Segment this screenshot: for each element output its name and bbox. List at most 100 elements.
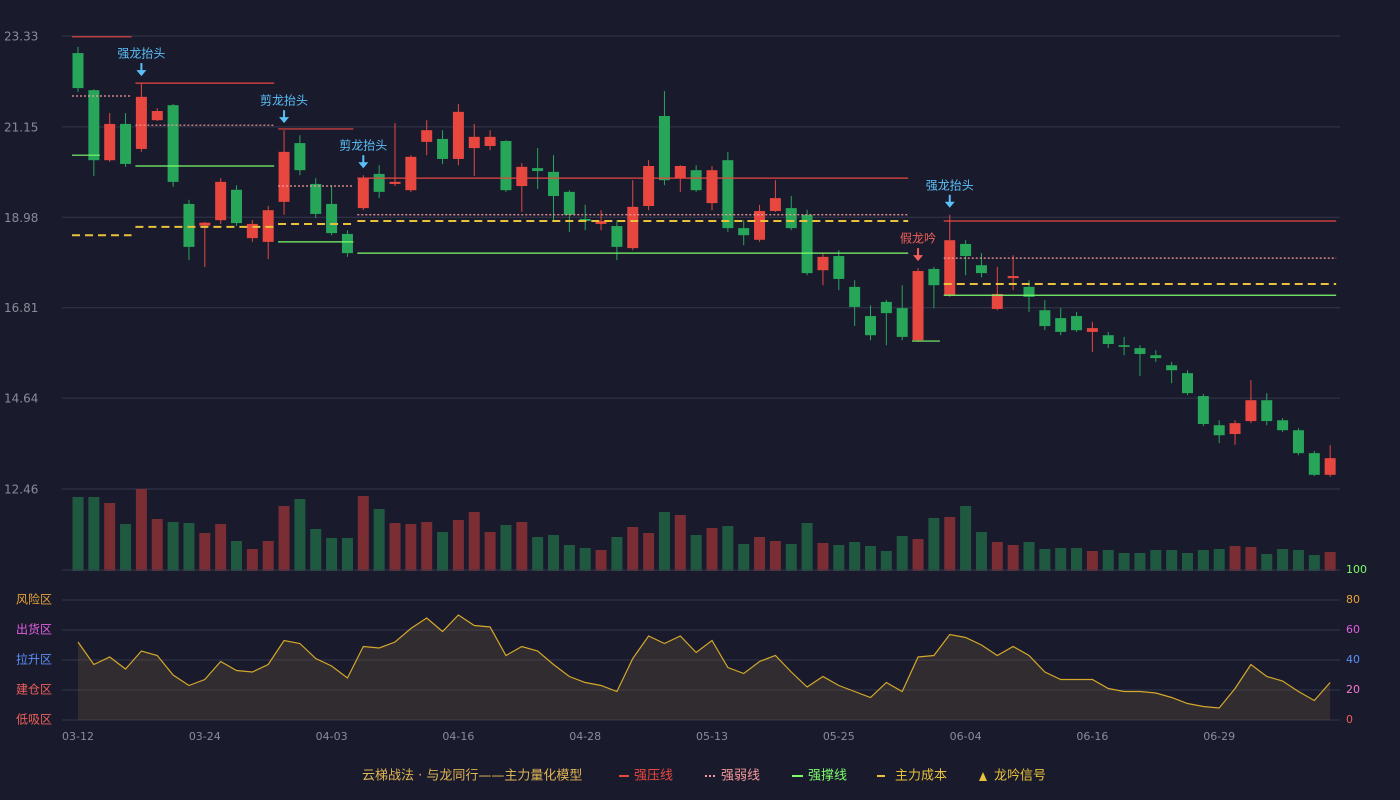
candle-body <box>437 138 449 159</box>
candle-body <box>278 151 290 202</box>
volume-bar <box>1086 551 1098 571</box>
candle-body <box>532 168 544 172</box>
legend-label: 强压线 <box>634 769 673 784</box>
volume-bar <box>1229 546 1241 571</box>
y2-tick-label: 0 <box>1346 713 1353 726</box>
y-tick-label: 14.64 <box>4 392 38 406</box>
y-tick-label: 16.81 <box>4 301 38 315</box>
volume-bar <box>674 515 686 571</box>
candle-body <box>548 171 559 197</box>
volume-bar <box>643 533 655 571</box>
signal-arrow <box>358 162 369 169</box>
volume-bar <box>1182 553 1193 571</box>
volume-bar <box>944 517 956 571</box>
candle-body <box>658 116 670 181</box>
y2-tick-label: 80 <box>1346 593 1360 606</box>
candle-body <box>611 226 623 247</box>
x-tick-label: 05-25 <box>823 730 855 743</box>
candle-body <box>167 105 179 182</box>
volume-bar <box>1166 550 1178 571</box>
candle-body <box>310 183 322 214</box>
volume-bar <box>104 503 116 571</box>
y2-tick-label: 60 <box>1346 623 1360 636</box>
candle-body <box>563 191 575 215</box>
legend-label: 主力成本 <box>895 769 947 784</box>
x-tick-label: 06-04 <box>950 730 982 743</box>
volume-bar <box>199 533 211 571</box>
zone-label: 风险区 <box>16 592 52 607</box>
candle-body <box>88 90 100 161</box>
volume-bar <box>896 536 908 571</box>
candle-body <box>120 123 132 164</box>
volume-bar <box>373 509 385 571</box>
volume-bar <box>1308 555 1320 571</box>
candle-body <box>722 160 734 229</box>
volume-bar <box>484 532 496 571</box>
volume-bar <box>1261 554 1273 571</box>
y-tick-label: 23.33 <box>4 30 38 44</box>
volume-bar <box>785 544 797 571</box>
x-tick-label: 03-12 <box>62 730 94 743</box>
volume-bar <box>215 524 227 571</box>
volume-bar <box>231 541 242 571</box>
x-tick-label: 05-13 <box>696 730 728 743</box>
indicator-line <box>77 614 1331 709</box>
candle-body <box>1324 458 1336 475</box>
volume-bar <box>960 506 972 571</box>
volume-bar <box>262 541 274 571</box>
volume-bar <box>389 523 401 571</box>
volume-bar <box>1277 549 1289 571</box>
candle-body <box>1245 400 1257 422</box>
candle-body <box>1308 453 1320 475</box>
volume-bar <box>880 551 892 571</box>
volume-bar <box>722 526 734 571</box>
volume-bar <box>405 524 417 571</box>
candle-body <box>674 166 686 179</box>
zone-label: 低吸区 <box>16 713 52 727</box>
volume-bar <box>468 512 480 571</box>
signal-label: 剪龙抬头 <box>339 138 387 153</box>
legend-title: 云梯战法 · 与龙同行——主力量化模型 <box>362 769 582 784</box>
legend-label: 龙吟信号 <box>994 768 1046 784</box>
zone-label: 出货区 <box>16 622 52 637</box>
candle-body <box>1086 328 1098 332</box>
volume-bar <box>1292 550 1304 571</box>
indicator-area <box>78 615 1331 720</box>
candle-body <box>484 136 496 147</box>
x-tick-label: 04-16 <box>442 730 474 743</box>
candle-body <box>405 156 417 191</box>
signal-label: 假龙吟 <box>900 231 936 246</box>
volume-bar <box>1055 548 1067 571</box>
volume-bar <box>1102 550 1114 571</box>
candle-body <box>643 166 655 207</box>
candle-body <box>769 198 781 212</box>
candle-body <box>183 203 195 247</box>
x-tick-label: 03-24 <box>189 730 221 743</box>
candle-body <box>579 218 591 222</box>
volume-bar <box>579 548 591 571</box>
candle-body <box>880 301 892 314</box>
volume-bar <box>167 522 179 571</box>
candle-body <box>944 240 956 296</box>
x-tick-label: 04-03 <box>316 730 348 743</box>
candle-body <box>801 214 813 274</box>
x-tick-label: 04-28 <box>569 730 601 743</box>
volume-bar <box>817 543 829 571</box>
volume-bar <box>627 527 639 571</box>
candle-body <box>452 111 464 159</box>
volume-bar <box>801 523 813 571</box>
signal-label: 剪龙抬头 <box>260 93 308 108</box>
volume-bar <box>611 537 623 571</box>
volume-bar <box>865 546 876 571</box>
volume-bar <box>548 535 559 571</box>
candle-body <box>341 233 353 254</box>
candle-body <box>516 166 528 187</box>
candle-body <box>1134 348 1146 354</box>
candle-body <box>1197 396 1209 424</box>
candle-body <box>849 286 861 307</box>
candle-body <box>246 223 258 239</box>
volume-bar <box>595 550 607 571</box>
zone-label: 拉升区 <box>16 652 52 667</box>
candle-body <box>389 181 401 184</box>
